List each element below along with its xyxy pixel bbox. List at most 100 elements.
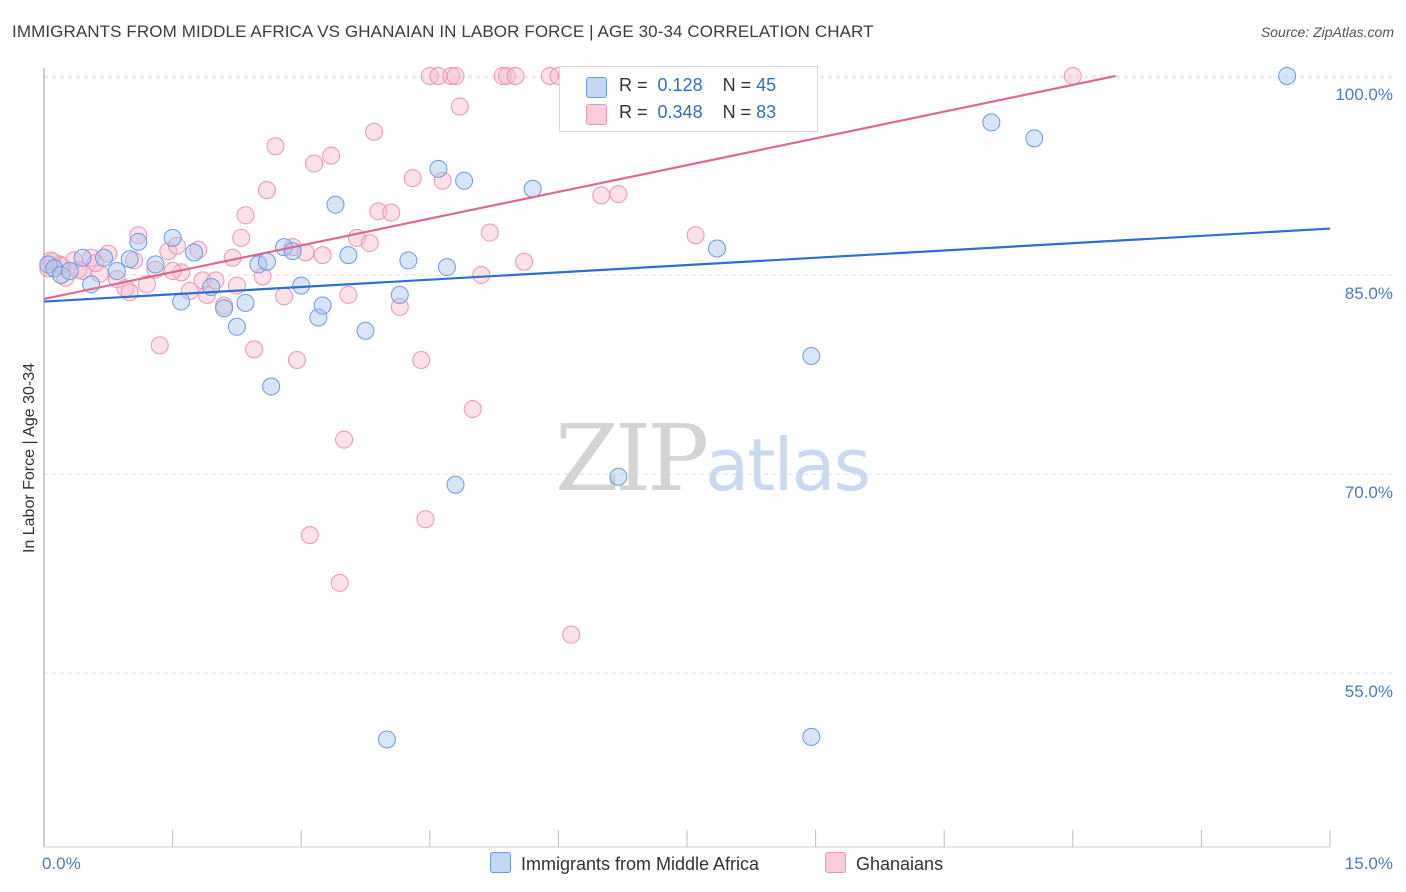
data-point <box>305 154 324 173</box>
source-label: Source: ZipAtlas.com <box>1260 24 1394 40</box>
data-point <box>330 573 349 592</box>
data-point <box>429 159 448 178</box>
data-point <box>236 206 255 225</box>
x-tick-label: 15.0% <box>1345 854 1393 873</box>
legend-label-ghanaians: Ghanaians <box>856 854 944 874</box>
n-value: 45 <box>756 75 777 95</box>
data-point <box>446 66 465 85</box>
r-value: 0.348 <box>657 102 703 122</box>
watermark: ZIPatlas <box>555 405 871 512</box>
blue-swatch <box>586 77 607 98</box>
data-point <box>120 283 139 302</box>
data-point <box>120 250 139 269</box>
data-point <box>369 202 388 221</box>
data-point <box>455 171 474 190</box>
data-point <box>442 66 461 85</box>
data-point <box>390 285 409 304</box>
data-point <box>257 181 276 200</box>
data-point <box>708 239 727 258</box>
data-point <box>266 137 285 156</box>
data-point <box>802 727 821 746</box>
data-point <box>802 346 821 365</box>
data-point <box>163 228 182 247</box>
data-point <box>215 299 234 318</box>
data-point <box>416 510 435 529</box>
pink-legend-swatch <box>825 852 846 873</box>
data-point <box>562 625 581 644</box>
data-point <box>322 146 341 165</box>
data-point <box>257 252 276 271</box>
data-point <box>326 195 345 214</box>
n-label: N = <box>722 102 752 122</box>
y-tick-label: 100.0% <box>1335 85 1393 104</box>
data-point <box>360 234 379 253</box>
correlation-legend: R = 0.128 N = 45 R = 0.348 N = 83 <box>559 66 818 132</box>
data-point <box>262 377 281 396</box>
data-point <box>403 169 422 188</box>
data-point <box>197 285 216 304</box>
data-point <box>253 267 272 286</box>
middle-africa-trend-line <box>43 227 1331 303</box>
data-point <box>1278 66 1297 85</box>
legend-stats-ghanaians: R = 0.348 N = 83 <box>619 102 776 123</box>
data-point <box>412 350 431 369</box>
gridlines <box>44 75 1395 674</box>
data-point <box>167 236 186 255</box>
chart-title: IMMIGRANTS FROM MIDDLE AFRICA VS GHANAIA… <box>12 22 874 41</box>
data-point <box>309 308 328 327</box>
data-point <box>377 730 396 749</box>
legend-stats-middle-africa: R = 0.128 N = 45 <box>619 75 776 96</box>
data-point <box>150 336 169 355</box>
data-point <box>446 475 465 494</box>
ghanaians-points <box>39 66 1082 644</box>
data-point <box>146 255 165 274</box>
legend-item-middle-africa: Immigrants from Middle Africa <box>490 852 759 875</box>
data-point <box>450 97 469 116</box>
r-label: R = <box>619 75 648 95</box>
data-point <box>399 251 418 270</box>
data-point <box>287 350 306 369</box>
x-minor-ticks <box>172 830 1331 847</box>
data-point <box>275 287 294 306</box>
data-point <box>335 430 354 449</box>
data-point <box>339 285 358 304</box>
r-value: 0.128 <box>657 75 703 95</box>
data-point <box>982 113 1001 132</box>
data-point <box>339 246 358 265</box>
data-point <box>185 243 204 262</box>
data-point <box>313 296 332 315</box>
data-point <box>1063 66 1082 85</box>
data-point <box>592 186 611 205</box>
data-point <box>232 228 251 247</box>
y-tick-label: 85.0% <box>1345 284 1393 303</box>
x-tick-labels: 0.0% 15.0% <box>42 854 1393 873</box>
y-tick-label: 55.0% <box>1345 682 1393 701</box>
data-point <box>236 293 255 312</box>
n-value: 83 <box>756 102 777 122</box>
data-point <box>52 256 71 275</box>
r-label: R = <box>619 102 648 122</box>
data-point <box>382 203 401 222</box>
data-point <box>609 467 628 486</box>
data-point <box>129 226 148 245</box>
data-point <box>686 226 705 245</box>
watermark-zip: ZIP <box>555 405 709 512</box>
legend-item-ghanaians: Ghanaians <box>825 852 943 875</box>
y-tick-label: 70.0% <box>1345 483 1393 502</box>
data-point <box>300 526 319 545</box>
pink-swatch <box>586 104 607 125</box>
blue-legend-swatch <box>490 852 511 873</box>
x-tick-label: 0.0% <box>42 854 81 873</box>
data-point <box>463 400 482 419</box>
data-point <box>480 223 499 242</box>
data-point <box>227 317 246 336</box>
data-point <box>60 262 79 281</box>
data-point <box>45 259 64 278</box>
data-point <box>433 171 452 190</box>
data-point <box>515 252 534 271</box>
data-point <box>137 275 156 294</box>
data-point <box>1025 129 1044 148</box>
y-axis-title: In Labor Force | Age 30-34 <box>21 363 38 553</box>
data-point <box>129 232 148 251</box>
